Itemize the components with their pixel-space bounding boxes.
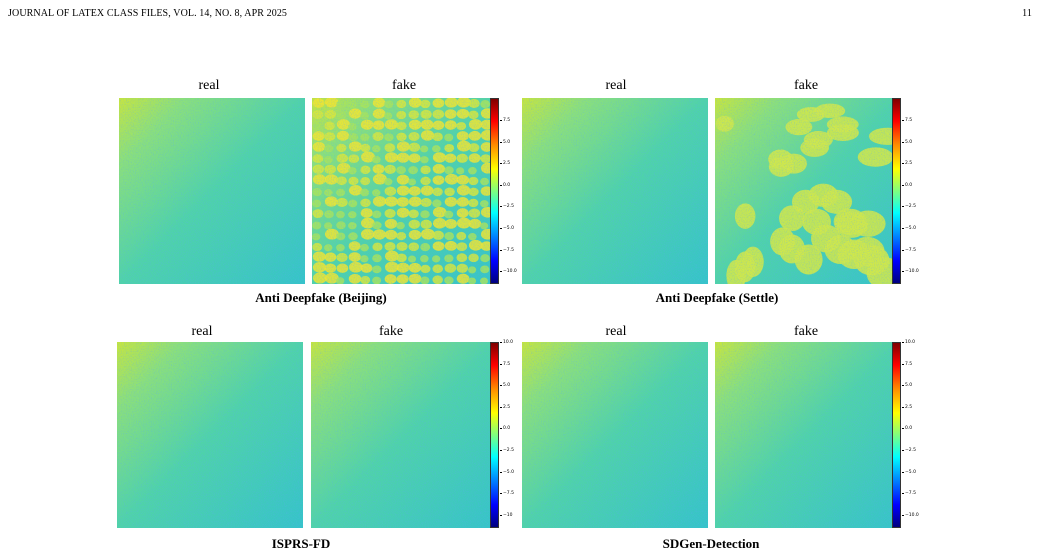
colorbar-tick-label: −5.0	[500, 469, 514, 475]
colorbar	[892, 98, 901, 284]
colorbar-tick-label: 2.5	[901, 161, 913, 167]
panel-label-fake: fake	[391, 78, 417, 93]
figure-caption: Anti Deepfake (Settle)	[655, 290, 779, 305]
colorbar-tick-label: 0.0	[901, 426, 913, 432]
colorbar-tick-label: 7.5	[901, 118, 913, 123]
colorbar-tick-label: −7.5	[902, 491, 916, 497]
spectrum-map-fake	[311, 342, 497, 528]
panel-label-real: real	[198, 78, 220, 93]
spectrum-map-real	[119, 98, 305, 284]
colorbar-tick-label: −2.5	[500, 448, 514, 453]
colorbar-tick-label: 5.0	[901, 383, 913, 389]
colorbar-tick-label: 2.5	[499, 161, 511, 167]
colorbar-tick-label: 10.0	[499, 340, 514, 345]
colorbar-tick-label: −2.5	[500, 204, 514, 210]
colorbar-tick-label: 0.0	[901, 182, 913, 188]
colorbar-tick-label: −10.0	[500, 269, 517, 275]
colorbar	[490, 342, 499, 528]
colorbar-tick-label: 5.0	[901, 139, 913, 145]
colorbar-tick-label: 5.0	[499, 383, 511, 389]
colorbar-tick-label: −7.5	[902, 247, 916, 253]
colorbar-tick-label: −5.0	[902, 469, 916, 475]
colorbar-tick-label: −10.0	[902, 269, 919, 275]
spectrum-map-fake	[715, 342, 901, 528]
colorbar-tick-label: 0.0	[499, 426, 511, 432]
spectrum-map-real	[117, 342, 303, 528]
colorbar-tick-label: −7.5	[500, 491, 514, 497]
panel-label-real: real	[605, 78, 627, 93]
spectrum-map-fake	[312, 98, 498, 284]
panel-label-fake: fake	[793, 324, 819, 339]
panel-label-real: real	[605, 324, 627, 339]
colorbar-tick-label: 7.5	[499, 118, 511, 123]
colorbar-tick-label: 7.5	[499, 361, 511, 367]
colorbar-tick-label: −10	[500, 512, 513, 518]
colorbar-tick-label: 5.0	[499, 139, 511, 145]
spectrum-map-fake	[715, 98, 901, 284]
colorbar-tick-label: −2.5	[902, 448, 916, 453]
colorbar-tick-label: −5.0	[902, 226, 916, 231]
panel-label-fake: fake	[378, 324, 404, 339]
colorbar-tick-label: 2.5	[901, 404, 913, 410]
colorbar	[490, 98, 499, 284]
colorbar-tick-label: −10.0	[902, 512, 919, 518]
colorbar-tick-label: −5.0	[500, 226, 514, 231]
page-header: JOURNAL OF LATEX CLASS FILES, VOL. 14, N…	[0, 8, 1040, 22]
panel-label-real: real	[191, 324, 213, 339]
colorbar	[892, 342, 901, 528]
spectrum-map-real	[522, 98, 708, 284]
spectrum-map-real	[522, 342, 708, 528]
colorbar-tick-label: 7.5	[901, 361, 913, 367]
colorbar-tick-label: −7.5	[500, 247, 514, 253]
panel-label-fake: fake	[793, 78, 819, 93]
journal-running-head: JOURNAL OF LATEX CLASS FILES, VOL. 14, N…	[8, 8, 288, 19]
figure-caption: ISPRS-FD	[271, 536, 331, 551]
colorbar-tick-label: 0.0	[499, 182, 511, 188]
colorbar-tick-label: 2.5	[499, 404, 511, 410]
colorbar-tick-label: 10.0	[901, 340, 916, 345]
page-number: 11	[1022, 8, 1032, 19]
figure-caption: SDGen-Detection	[662, 536, 760, 551]
colorbar-tick-label: −2.5	[902, 204, 916, 210]
figure-caption: Anti Deepfake (Beijing)	[255, 290, 387, 305]
